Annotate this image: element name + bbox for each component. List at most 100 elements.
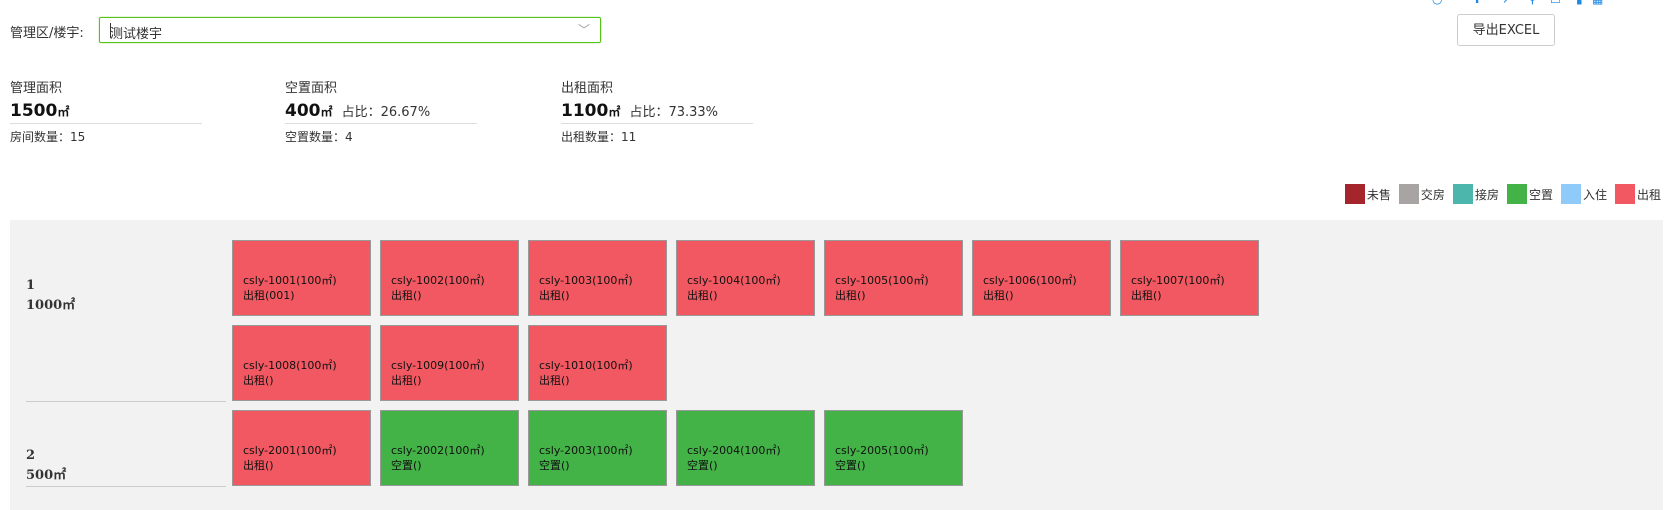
stat-vacant-area: 空置面积 400㎡ 占比：26.67% 空置数量：4 xyxy=(285,77,477,145)
legend-swatch xyxy=(1398,184,1419,204)
room-name: csly-1010(100㎡) xyxy=(539,359,633,372)
room-status: 出租() xyxy=(983,289,1014,302)
room-cell[interactable]: csly-1002(100㎡) 出租() xyxy=(380,240,519,316)
floor-area: 500㎡ xyxy=(26,468,67,483)
stat-value: 1100 xyxy=(561,101,609,121)
room-name: csly-1007(100㎡) xyxy=(1131,274,1225,287)
room-status: 出租() xyxy=(539,289,570,302)
toolbar-icon-2[interactable]: ✚ xyxy=(1472,0,1482,6)
room-name: csly-2002(100㎡) xyxy=(391,444,485,457)
stat-count: 空置数量：4 xyxy=(285,130,353,144)
stat-unit: ㎡ xyxy=(320,105,333,119)
room-cell[interactable]: csly-2002(100㎡) 空置() xyxy=(380,410,519,486)
stat-title: 管理面积 xyxy=(10,81,63,96)
legend-item-rented: 出租 xyxy=(1614,184,1661,204)
room-status: 出租(001) xyxy=(243,289,295,302)
room-status: 出租() xyxy=(687,289,718,302)
room-status: 出租() xyxy=(243,459,274,472)
legend-label: 接房 xyxy=(1474,187,1499,202)
room-status: 出租() xyxy=(539,374,570,387)
top-toolbar-partial: ◓ ✚ ↗ ⚲ ☐ ▮ ▦ xyxy=(1432,0,1612,8)
room-name: csly-1008(100㎡) xyxy=(243,359,337,372)
toolbar-icon-7[interactable]: ▦ xyxy=(1592,0,1603,6)
room-name: csly-2004(100㎡) xyxy=(687,444,781,457)
legend-item-vacant: 空置 xyxy=(1506,184,1553,204)
stat-count: 房间数量：15 xyxy=(10,130,86,144)
room-cell[interactable]: csly-1007(100㎡) 出租() xyxy=(1120,240,1259,316)
floor-area: 1000㎡ xyxy=(26,298,76,313)
chevron-down-icon[interactable]: ﹀ xyxy=(577,23,590,37)
room-cell[interactable]: csly-1006(100㎡) 出租() xyxy=(972,240,1111,316)
room-cell[interactable]: csly-1008(100㎡) 出租() xyxy=(232,325,371,401)
legend-label: 入住 xyxy=(1582,187,1607,202)
legend-swatch xyxy=(1344,184,1365,204)
room-status: 出租() xyxy=(835,289,866,302)
room-status: 空置() xyxy=(687,459,718,472)
room-cell[interactable]: csly-1005(100㎡) 出租() xyxy=(824,240,963,316)
floor-label-1: 1 1000㎡ xyxy=(26,276,75,316)
legend-item-unsold: 未售 xyxy=(1344,184,1391,204)
stat-manage-area: 管理面积 1500㎡ 房间数量：15 xyxy=(10,77,202,145)
room-cell[interactable]: csly-1003(100㎡) 出租() xyxy=(528,240,667,316)
room-name: csly-1003(100㎡) xyxy=(539,274,633,287)
room-name: csly-1006(100㎡) xyxy=(983,274,1077,287)
room-name: csly-1009(100㎡) xyxy=(391,359,485,372)
building-select[interactable]: 测试楼宇 ﹀ xyxy=(99,17,601,43)
room-name: csly-2005(100㎡) xyxy=(835,444,929,457)
room-name: csly-1005(100㎡) xyxy=(835,274,929,287)
legend-label: 空置 xyxy=(1528,187,1553,202)
stat-rent-area: 出租面积 1100㎡ 占比：73.33% 出租数量：11 xyxy=(561,77,753,145)
floor-number: 1 xyxy=(26,278,36,293)
legend-item-delivered: 交房 xyxy=(1398,184,1445,204)
floor-number: 2 xyxy=(26,448,36,463)
stat-title: 出租面积 xyxy=(561,81,614,96)
room-status: 空置() xyxy=(539,459,570,472)
status-legend: 未售 交房 接房 空置 入住 出租 xyxy=(1344,184,1661,204)
toolbar-icon-4[interactable]: ⚲ xyxy=(1528,0,1537,6)
room-cell[interactable]: csly-1004(100㎡) 出租() xyxy=(676,240,815,316)
room-status: 出租() xyxy=(1131,289,1162,302)
room-status: 出租() xyxy=(391,289,422,302)
legend-label: 未售 xyxy=(1366,187,1391,202)
room-name: csly-1001(100㎡) xyxy=(243,274,337,287)
floor-divider xyxy=(26,486,226,487)
stat-unit: ㎡ xyxy=(57,105,70,119)
room-name: csly-1002(100㎡) xyxy=(391,274,485,287)
export-excel-button[interactable]: 导出EXCEL xyxy=(1457,14,1555,46)
room-name: csly-1004(100㎡) xyxy=(687,274,781,287)
stat-ratio: 占比：73.33% xyxy=(629,105,719,120)
legend-label: 出租 xyxy=(1636,187,1661,202)
room-cell[interactable]: csly-2003(100㎡) 空置() xyxy=(528,410,667,486)
room-status: 出租() xyxy=(391,374,422,387)
room-status: 空置() xyxy=(835,459,866,472)
stat-title: 空置面积 xyxy=(285,81,338,96)
room-grid: 1 1000㎡ 2 500㎡ csly-1001(100㎡) 出租(001) cs… xyxy=(10,220,1663,510)
floor-label-2: 2 500㎡ xyxy=(26,446,66,486)
toolbar-icon-1[interactable]: ◓ xyxy=(1432,0,1442,6)
room-cell[interactable]: csly-2005(100㎡) 空置() xyxy=(824,410,963,486)
room-cell[interactable]: csly-1010(100㎡) 出租() xyxy=(528,325,667,401)
stat-value: 400 xyxy=(285,101,321,121)
room-status: 出租() xyxy=(243,374,274,387)
room-name: csly-2003(100㎡) xyxy=(539,444,633,457)
legend-swatch xyxy=(1452,184,1473,204)
room-cell[interactable]: csly-1001(100㎡) 出租(001) xyxy=(232,240,371,316)
building-select-value: 测试楼宇 xyxy=(110,27,163,42)
text-caret xyxy=(110,23,111,38)
toolbar-icon-6[interactable]: ▮ xyxy=(1576,0,1583,6)
legend-swatch xyxy=(1560,184,1581,204)
room-cell[interactable]: csly-2001(100㎡) 出租() xyxy=(232,410,371,486)
filter-label: 管理区/楼宇: xyxy=(10,26,84,41)
stat-unit: ㎡ xyxy=(608,105,621,119)
room-cell[interactable]: csly-2004(100㎡) 空置() xyxy=(676,410,815,486)
room-status: 空置() xyxy=(391,459,422,472)
toolbar-icon-5[interactable]: ☐ xyxy=(1550,0,1561,6)
room-cell[interactable]: csly-1009(100㎡) 出租() xyxy=(380,325,519,401)
toolbar-icon-3[interactable]: ↗ xyxy=(1502,0,1512,6)
room-name: csly-2001(100㎡) xyxy=(243,444,337,457)
legend-swatch xyxy=(1506,184,1527,204)
legend-swatch xyxy=(1614,184,1635,204)
stat-ratio: 占比：26.67% xyxy=(341,105,431,120)
floor-divider xyxy=(26,401,226,402)
legend-item-occupied: 入住 xyxy=(1560,184,1607,204)
